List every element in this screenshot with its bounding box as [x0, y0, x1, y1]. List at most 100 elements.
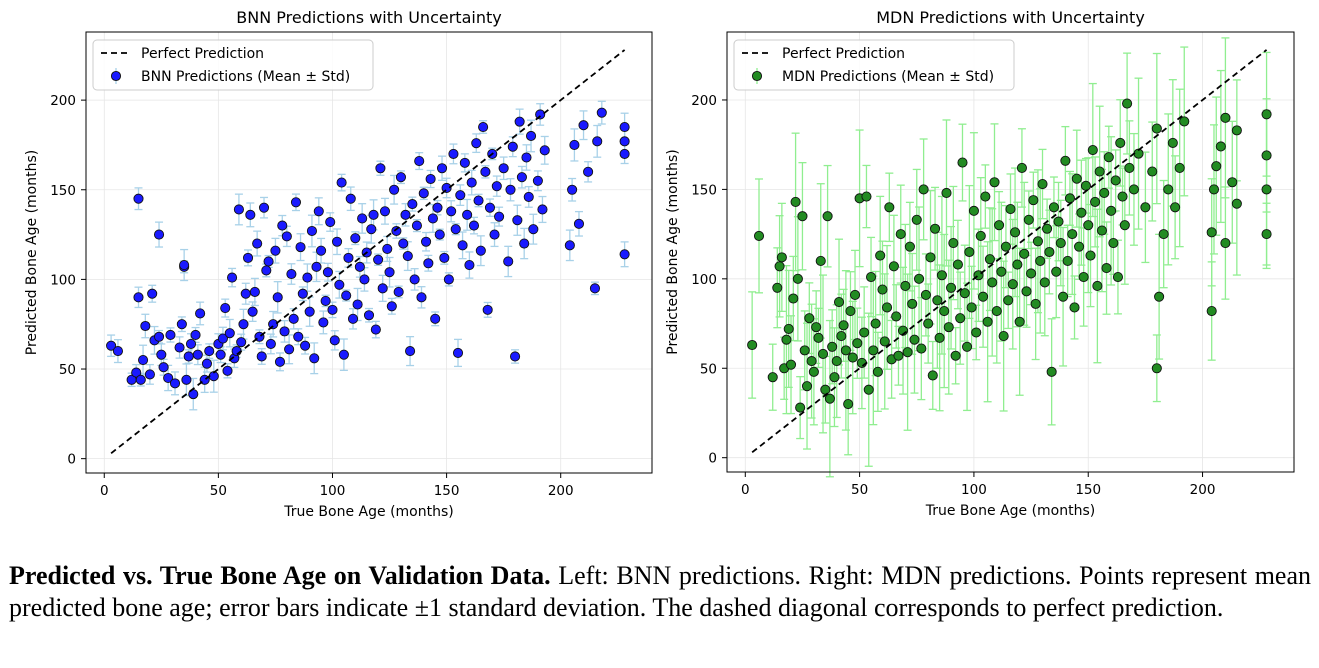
data-point [176, 319, 187, 330]
data-point [464, 259, 475, 271]
data-point [468, 220, 480, 231]
data-point [1220, 112, 1231, 123]
data-point [523, 191, 534, 202]
data-point [783, 323, 794, 334]
data-point [1167, 137, 1178, 148]
data-point [512, 215, 523, 226]
data-point [138, 355, 149, 366]
data-point [877, 284, 888, 295]
data-point [772, 282, 783, 293]
data-point [1154, 291, 1165, 302]
data-point [1147, 166, 1158, 177]
data-point [1003, 295, 1014, 306]
data-point [503, 256, 514, 267]
data-point [1087, 144, 1098, 156]
data-point [583, 166, 594, 177]
data-point [274, 356, 286, 367]
data-point [284, 344, 295, 355]
data-point [865, 271, 877, 283]
x-tick-label: 100 [961, 482, 987, 498]
data-point [795, 402, 806, 413]
data-point [619, 249, 630, 260]
caption-title: Predicted vs. True Bone Age on Validatio… [9, 561, 551, 590]
data-point [430, 313, 441, 324]
data-point [156, 349, 167, 360]
data-point [261, 265, 272, 276]
legend-box [92, 39, 374, 91]
data-point [829, 372, 840, 383]
data-point [747, 339, 758, 351]
data-point [400, 209, 411, 220]
data-point [859, 327, 870, 338]
legend-box [733, 39, 1015, 91]
y-tick-label: 50 [700, 361, 717, 377]
data-point [893, 350, 904, 361]
data-point [959, 288, 970, 299]
data-point [872, 366, 883, 377]
data-point [320, 295, 331, 306]
data-point [304, 306, 315, 317]
data-point [222, 365, 233, 376]
data-point [989, 177, 1000, 188]
y-tick-label: 200 [691, 93, 717, 109]
y-tick-label: 100 [50, 272, 76, 288]
data-point [1231, 198, 1242, 209]
data-point [336, 177, 347, 188]
data-point [386, 301, 397, 312]
data-point [297, 288, 308, 299]
data-point [808, 366, 819, 377]
data-point [964, 246, 975, 258]
legend-label-perfect: Perfect Prediction [141, 46, 264, 62]
data-point [325, 216, 336, 228]
data-point [158, 362, 169, 373]
data-point [377, 283, 388, 294]
grid [86, 32, 652, 473]
data-point [564, 240, 575, 251]
data-point [1140, 202, 1151, 213]
data-point [1170, 202, 1181, 213]
legend-point-swatch [110, 70, 122, 82]
legend: Perfect Prediction MDN Predictions (Mean … [733, 39, 1015, 91]
data-point [966, 302, 977, 313]
data-point [242, 252, 254, 263]
data-point [1110, 175, 1121, 186]
data-point [439, 252, 450, 263]
data-point [379, 206, 391, 217]
data-point [962, 341, 973, 352]
data-point [1220, 238, 1231, 249]
data-point [1030, 298, 1041, 309]
data-points [747, 98, 1272, 413]
data-point [1261, 109, 1272, 120]
data-point [516, 172, 527, 183]
data-point [863, 384, 874, 395]
data-point [375, 163, 386, 174]
data-point [293, 331, 304, 342]
perfect-prediction-line [751, 49, 1268, 454]
data-point [820, 384, 831, 395]
data-point [295, 242, 306, 253]
data-point [133, 292, 144, 303]
data-point [407, 199, 418, 210]
data-point [950, 350, 961, 361]
y-tick-label: 100 [691, 272, 717, 288]
data-point [131, 367, 142, 378]
data-point [1010, 227, 1021, 238]
y-tick-label: 200 [50, 93, 76, 109]
data-point [619, 136, 630, 147]
data-point [1151, 363, 1162, 374]
data-point [1064, 193, 1075, 204]
y-tick-label: 150 [50, 183, 76, 199]
data-point [532, 175, 543, 186]
data-point [1163, 184, 1174, 195]
data-point [357, 213, 368, 224]
data-point [1261, 229, 1272, 240]
data-point [1021, 286, 1032, 297]
data-point [327, 304, 338, 315]
data-point [1048, 202, 1059, 213]
data-point [405, 346, 416, 357]
data-point [195, 308, 206, 319]
chart-title: MDN Predictions with Uncertainty [876, 8, 1145, 27]
data-point [957, 157, 968, 168]
data-point [978, 291, 989, 302]
data-point [240, 288, 251, 299]
